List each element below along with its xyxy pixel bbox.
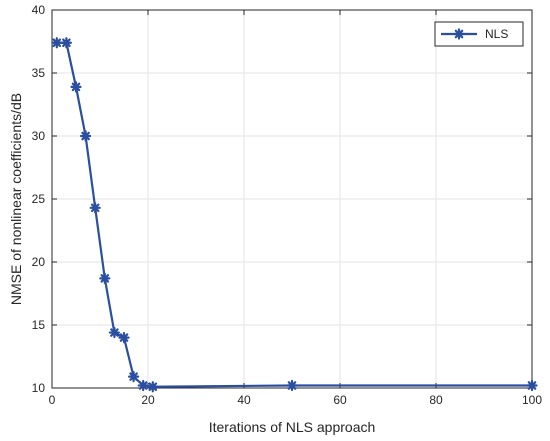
marker-core [92,205,98,211]
data-point [79,130,92,142]
y-tick-label: 40 [32,3,46,17]
data-point [118,332,130,344]
legend-label: NLS [485,27,508,41]
data-point [286,379,298,392]
data-point [89,202,101,214]
marker-core [529,382,535,389]
marker-core [73,84,79,90]
x-axis-label: Iterations of NLS approach [209,419,376,435]
data-point [70,81,82,93]
y-tick-label: 25 [32,192,46,206]
y-tick-label: 35 [32,66,46,80]
data-point [60,37,73,49]
data-point [99,272,111,284]
data-point [128,371,140,383]
marker-core [54,40,60,46]
y-tick-label: 30 [32,129,46,143]
data-point [108,326,121,339]
data-point [147,381,159,393]
data-point [526,379,538,392]
x-tick-label: 40 [237,393,251,407]
legend-marker [453,28,465,40]
legend: NLS [434,21,524,47]
x-tick-label: 0 [49,393,56,407]
marker-core [111,329,117,336]
x-tick-label: 60 [333,393,347,407]
grid-lines [52,10,532,388]
marker-core [121,335,127,341]
series-group [51,37,538,393]
x-tick-label: 20 [141,393,155,407]
y-tick-label: 10 [32,381,46,395]
marker-core [140,382,146,389]
y-tick-label: 15 [32,318,46,332]
data-point [137,379,149,392]
x-tick-label: 80 [429,393,443,407]
y-axis-label: NMSE of nonlinear coefficients/dB [8,93,24,305]
marker-core [102,275,108,281]
marker-core [289,382,295,389]
marker-core [63,40,69,46]
marker-core [456,31,462,37]
data-point [51,37,63,49]
marker-core [131,374,137,380]
y-tick-label: 20 [32,255,46,269]
marker-core [150,384,156,390]
x-tick-label: 100 [522,393,542,407]
marker-core [83,133,89,139]
